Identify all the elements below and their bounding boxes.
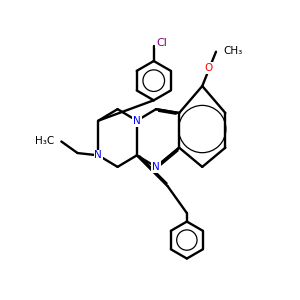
Text: N: N — [152, 162, 160, 172]
Text: N: N — [133, 116, 141, 126]
Text: Cl: Cl — [156, 38, 167, 47]
Text: CH₃: CH₃ — [223, 46, 242, 56]
Text: O: O — [204, 63, 212, 73]
Text: N: N — [94, 150, 102, 160]
Text: H₃C: H₃C — [35, 136, 54, 146]
